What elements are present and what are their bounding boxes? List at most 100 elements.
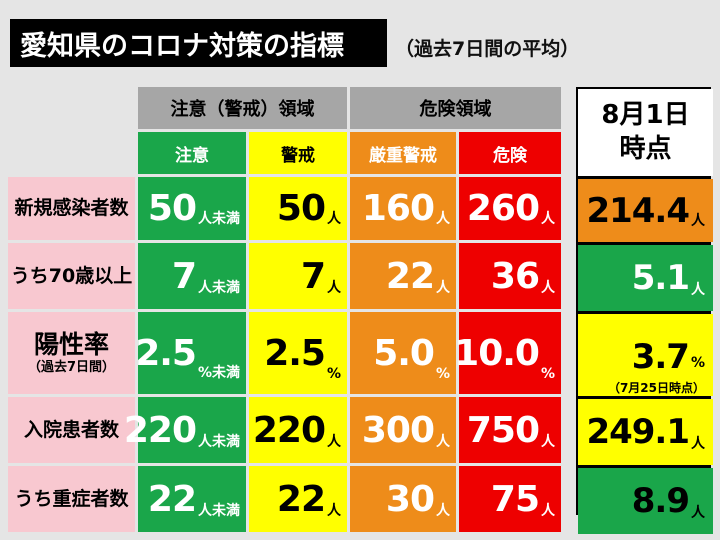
value-unit: 人: [327, 280, 341, 296]
value-number: 7: [300, 255, 326, 297]
value-cell: 30 人: [350, 466, 456, 532]
value-cell: 2.5%: [249, 312, 347, 394]
value-number: 22: [147, 478, 197, 520]
value-unit: 人未満: [198, 280, 240, 296]
date-header: 8月1日 時点: [578, 89, 713, 176]
value-number: 300: [361, 409, 435, 451]
value-number: 160: [361, 188, 435, 229]
current-value-number: 249.1: [586, 412, 690, 452]
current-value-cell: 3.7% （7月25日時点）: [578, 314, 713, 396]
row-label: うち70歳以上: [8, 243, 135, 309]
row-sublabel-text: （過去7日間）: [27, 360, 116, 376]
value-number: 75: [490, 478, 540, 520]
value-number: 220: [252, 409, 326, 451]
value-number: 36: [490, 255, 540, 297]
value-unit: %: [540, 366, 555, 382]
value-unit: 人: [541, 503, 555, 519]
value-cell: 220 人: [249, 397, 347, 463]
current-value-number: 8.9: [631, 481, 690, 521]
value-unit: 人: [327, 503, 341, 519]
current-value-unit: %: [690, 355, 705, 371]
value-cell: 22 人: [350, 243, 456, 309]
value-unit: 人未満: [198, 211, 240, 227]
col-head-danger: 危険: [459, 132, 561, 174]
current-status-panel: 8月1日 時点 214.4 人 5.1 人 3.7% （7月25日時点） 249.1…: [576, 87, 713, 534]
value-cell: 5.0%: [350, 312, 456, 394]
value-number: 10.0: [454, 332, 540, 374]
indicator-table: 注意（警戒）領域 危険領域 注意 警戒 厳重警戒 危険 新規感染者数 50 人未満…: [8, 87, 568, 532]
value-number: 750: [466, 409, 540, 451]
current-value-unit: 人: [691, 505, 705, 521]
value-cell: 22 人未満: [138, 466, 246, 532]
row-label-text: 陽性率: [33, 330, 109, 360]
value-number: 2.5: [135, 332, 197, 374]
row-label: 入院患者数: [8, 397, 135, 463]
current-value-cell: 8.9 人: [578, 468, 713, 534]
value-cell: 160 人: [350, 177, 456, 240]
value-cell: 300 人: [350, 397, 456, 463]
value-number: 2.5: [264, 332, 326, 374]
value-cell: 260 人: [459, 177, 561, 240]
value-unit: 人: [541, 280, 555, 296]
value-unit: 人: [436, 211, 450, 227]
value-number: 50: [147, 188, 197, 229]
row-label-text: うち重症者数: [14, 487, 129, 510]
row-label: 陽性率 （過去7日間）: [8, 312, 135, 394]
value-number: 260: [466, 188, 540, 229]
value-number: 22: [276, 478, 326, 520]
current-value-cell: 249.1 人: [578, 399, 713, 465]
date-header-date: 8月1日: [601, 99, 690, 130]
value-unit: %: [435, 366, 450, 382]
page-subtitle: （過去7日間の平均）: [395, 38, 580, 60]
current-value-cell: 214.4 人: [578, 179, 713, 242]
value-number: 5.0: [373, 332, 435, 374]
row-label-text: うち70歳以上: [10, 264, 133, 287]
value-number: 7: [171, 255, 197, 297]
value-number: 220: [123, 409, 197, 451]
corner-empty: [8, 87, 135, 129]
page-title: 愛知県のコロナ対策の指標: [10, 19, 387, 67]
value-cell: 75 人: [459, 466, 561, 532]
row-label-text: 新規感染者数: [14, 197, 129, 220]
col-head-severe-alert: 厳重警戒: [350, 132, 456, 174]
value-unit: 人: [541, 211, 555, 227]
value-unit: 人: [436, 434, 450, 450]
row-label: 新規感染者数: [8, 177, 135, 240]
value-unit: 人未満: [198, 503, 240, 519]
value-number: 50: [276, 188, 326, 229]
group-head-caution: 注意（警戒）領域: [138, 87, 347, 129]
value-number: 30: [385, 478, 435, 520]
current-value-number: 214.4: [586, 190, 690, 231]
current-value-number: 3.7: [631, 337, 690, 377]
current-value-cell: 5.1 人: [578, 245, 713, 311]
current-value-unit: 人: [691, 213, 705, 229]
row-label-text: 入院患者数: [23, 418, 119, 441]
value-cell: 7 人未満: [138, 243, 246, 309]
value-cell: 50 人: [249, 177, 347, 240]
value-number: 22: [385, 255, 435, 297]
value-unit: %: [326, 366, 341, 382]
current-value-unit: 人: [691, 436, 705, 452]
value-unit: 人: [541, 434, 555, 450]
col-head-alert: 警戒: [249, 132, 347, 174]
value-unit: %未満: [197, 365, 240, 381]
value-unit: 人: [436, 503, 450, 519]
value-cell: 750 人: [459, 397, 561, 463]
current-value-number: 5.1: [631, 258, 690, 298]
value-cell: 50 人未満: [138, 177, 246, 240]
group-head-danger: 危険領域: [350, 87, 561, 129]
current-value-note: （7月25日時点）: [607, 381, 705, 395]
value-cell: 36 人: [459, 243, 561, 309]
value-unit: 人未満: [198, 434, 240, 450]
row-label: うち重症者数: [8, 466, 135, 532]
current-value-unit: 人: [691, 282, 705, 298]
value-cell: 10.0%: [454, 312, 561, 394]
corner-empty-2: [8, 132, 135, 174]
value-cell: 220 人未満: [124, 397, 246, 463]
col-head-caution: 注意: [138, 132, 246, 174]
value-cell: 22 人: [249, 466, 347, 532]
value-unit: 人: [327, 211, 341, 227]
value-unit: 人: [436, 280, 450, 296]
value-cell: 2.5 %未満: [135, 312, 246, 394]
